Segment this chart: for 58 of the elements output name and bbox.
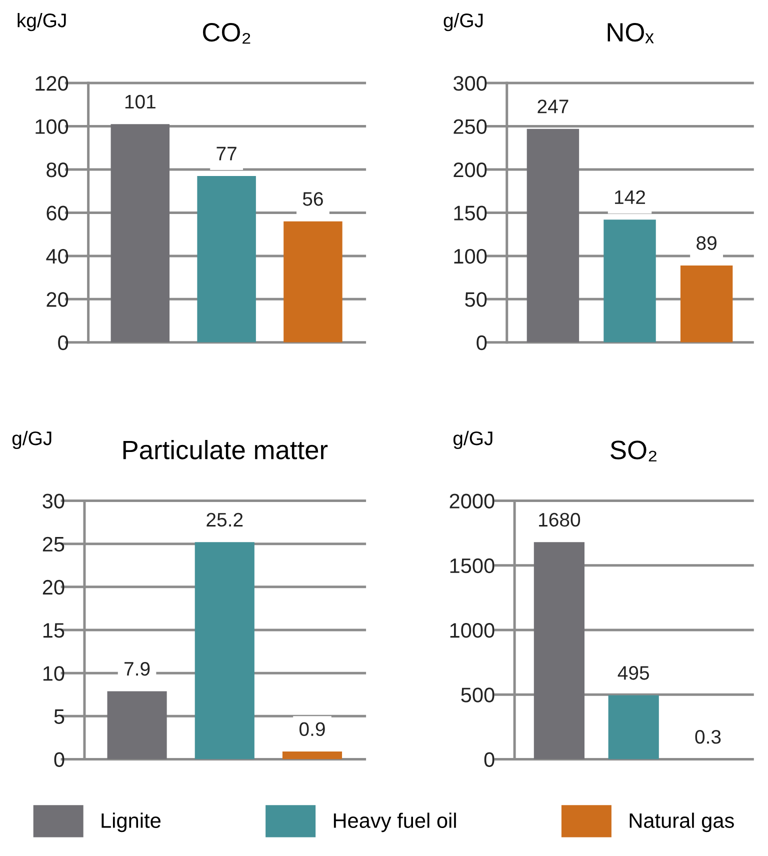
data-label: 247 <box>538 100 568 114</box>
data-label: 0.3 <box>695 730 721 744</box>
y-tick-label: 0 <box>54 752 64 768</box>
data-label: 7.9 <box>124 662 150 676</box>
y-tick-label: 1000 <box>450 623 494 638</box>
y-tick-label: 1500 <box>450 558 494 574</box>
y-tick-label: 10 <box>43 666 64 681</box>
data-label: 56 <box>302 192 323 206</box>
data-label: 101 <box>125 94 156 109</box>
y-tick-label: 5 <box>54 709 64 724</box>
chart-title: CO₂ <box>202 22 250 44</box>
y-tick-label: 0 <box>476 335 487 350</box>
y-tick-label: 15 <box>43 623 64 638</box>
data-label: 0.9 <box>299 722 325 736</box>
bar <box>107 691 167 760</box>
y-axis-title: g/GJ <box>453 430 492 450</box>
y-axis-title: g/GJ <box>12 430 52 450</box>
y-tick-label: 300 <box>453 76 487 91</box>
y-tick-label: 60 <box>46 206 68 220</box>
y-tick-label: 2000 <box>450 494 494 509</box>
y-tick-label: 20 <box>42 580 64 595</box>
legend-label: Heavy fuel oil <box>334 812 456 832</box>
y-axis-title: g/GJ <box>444 13 483 32</box>
bar <box>526 128 580 342</box>
data-label: 1680 <box>539 512 580 527</box>
y-tick-label: 50 <box>465 292 487 307</box>
y-tick-label: 100 <box>454 248 487 264</box>
y-tick-label: 500 <box>461 688 494 702</box>
y-tick-label: 25 <box>42 536 64 552</box>
y-tick-label: 80 <box>46 162 68 178</box>
bar <box>282 752 342 760</box>
y-tick-label: 250 <box>454 119 487 134</box>
bar <box>604 220 656 342</box>
data-label: 77 <box>216 146 236 160</box>
legend-label: Lignite <box>102 812 160 832</box>
y-tick-label: 100 <box>36 119 68 134</box>
data-label: 142 <box>615 190 646 204</box>
y-tick-label: 0 <box>58 335 68 350</box>
data-label: 89 <box>696 236 716 250</box>
y-axis-title: kg/GJ <box>18 13 66 32</box>
bar <box>110 124 170 342</box>
y-tick-label: 40 <box>46 248 68 264</box>
bar <box>680 265 733 342</box>
chart-title: SO₂ <box>610 440 656 462</box>
bar <box>194 542 254 760</box>
y-tick-label: 200 <box>454 162 487 178</box>
chart-title: Particulate matter <box>123 440 328 460</box>
legend-label: Natural gas <box>630 812 734 832</box>
data-label: 495 <box>618 666 650 680</box>
y-tick-label: 30 <box>42 494 64 509</box>
y-tick-label: 20 <box>46 292 68 307</box>
chart-title: NOₓ <box>608 22 654 44</box>
bar <box>284 221 342 342</box>
y-tick-label: 120 <box>36 76 68 91</box>
y-tick-label: 0 <box>484 752 494 768</box>
bar <box>197 176 256 342</box>
y-tick-label: 150 <box>454 206 487 220</box>
data-label: 25.2 <box>206 512 243 527</box>
